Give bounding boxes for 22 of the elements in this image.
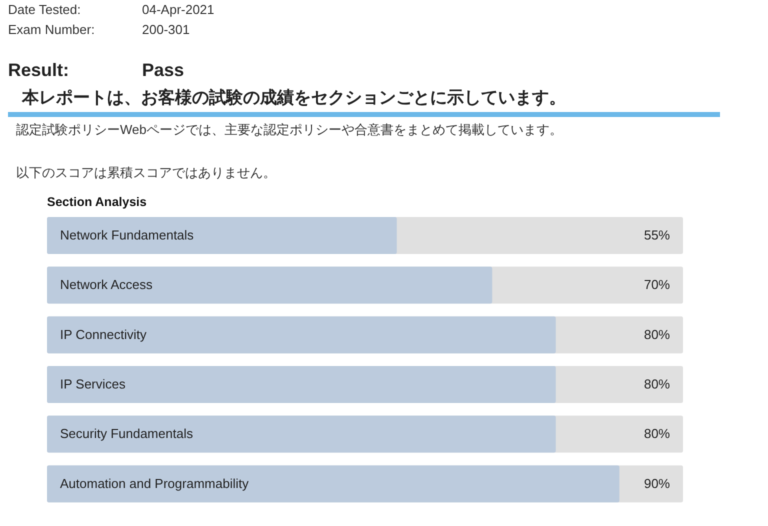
text: Pass [142,60,184,81]
y-tick-label: Network Access [60,277,153,292]
data-label: 90% [644,476,670,491]
text: 200-301 [142,22,190,37]
data-label: 70% [644,277,670,292]
text: 認定試験ポリシーWebページでは、主要な認定ポリシーや合意書をまとめて掲載しています。 [16,121,564,139]
y-tick-label: Automation and Programmability [60,476,250,491]
chart-title: Section Analysis [47,195,147,209]
data-label: 80% [644,376,670,392]
data-label: 55% [644,228,670,242]
y-tick-label: Security Fundamentals [60,426,194,442]
text: Exam Number: [8,22,95,37]
y-tick-label: Network Fundamentals [60,228,194,242]
y-tick-label: IP Services [60,376,126,392]
text: 本レポートは、お客様の試験の成績をセクションごとに示しています。 [22,87,566,109]
text: 04-Apr-2021 [142,2,214,17]
text: 以下のスコアは累積スコアではありません。 [16,164,276,182]
data-label: 80% [644,326,670,342]
text: Result: [8,60,70,81]
y-tick-label: IP Connectivity [60,326,147,342]
text: Date Tested: [8,2,81,17]
data-label: 80% [644,426,670,442]
